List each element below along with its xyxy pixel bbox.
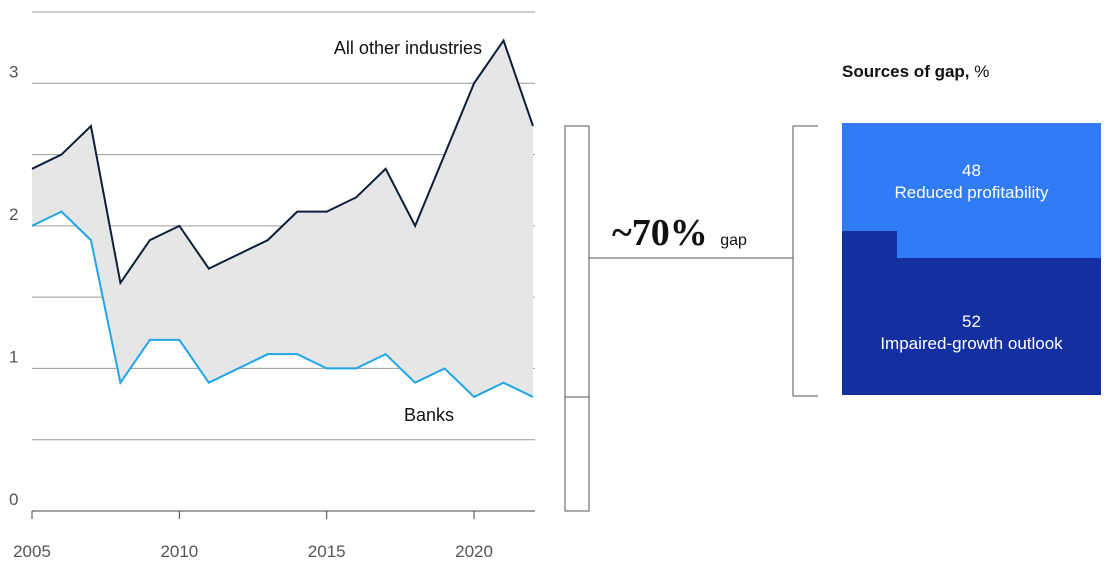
source-block-impaired-growth (842, 231, 1101, 395)
source-label-impaired-growth: Impaired-growth outlook (880, 334, 1063, 353)
gap-area (32, 40, 533, 397)
sources-title-bold: Sources of gap, (842, 62, 970, 81)
source-text-reduced-profitability: 48 Reduced profitability (842, 160, 1101, 204)
source-value-48: 48 (962, 161, 981, 180)
source-text-impaired-growth: 52 Impaired-growth outlook (842, 311, 1101, 355)
x-tick-label: 2020 (455, 542, 493, 561)
source-label-reduced-profitability: Reduced profitability (894, 183, 1049, 202)
gap-suffix: gap (720, 232, 747, 249)
sources-title-unit: % (974, 62, 990, 81)
x-tick-label: 2010 (160, 542, 198, 561)
series-line-all-other-industries (31, 38, 534, 286)
source-value-52: 52 (962, 312, 981, 331)
gap-annotation: ~70% gap (612, 212, 747, 254)
gap-value: ~70% (612, 212, 708, 254)
series-line-banks (31, 210, 534, 399)
x-tick-labels: 2005 2010 2015 2020 (13, 511, 493, 561)
source-block-reduced-profitability (842, 123, 1101, 258)
label-all-other-industries: All other industries (334, 38, 482, 58)
sources-title: Sources of gap, % (842, 62, 989, 82)
y-tick-labels: 0 1 2 3 (9, 62, 18, 509)
gap-bracket (564, 125, 818, 512)
x-tick-label: 2005 (13, 542, 51, 561)
y-tick-label: 1 (9, 347, 18, 366)
y-tick-label: 0 (9, 490, 18, 509)
x-tick-label: 2015 (308, 542, 346, 561)
label-banks: Banks (404, 405, 454, 425)
y-tick-label: 3 (9, 62, 18, 81)
y-tick-label: 2 (9, 205, 18, 224)
